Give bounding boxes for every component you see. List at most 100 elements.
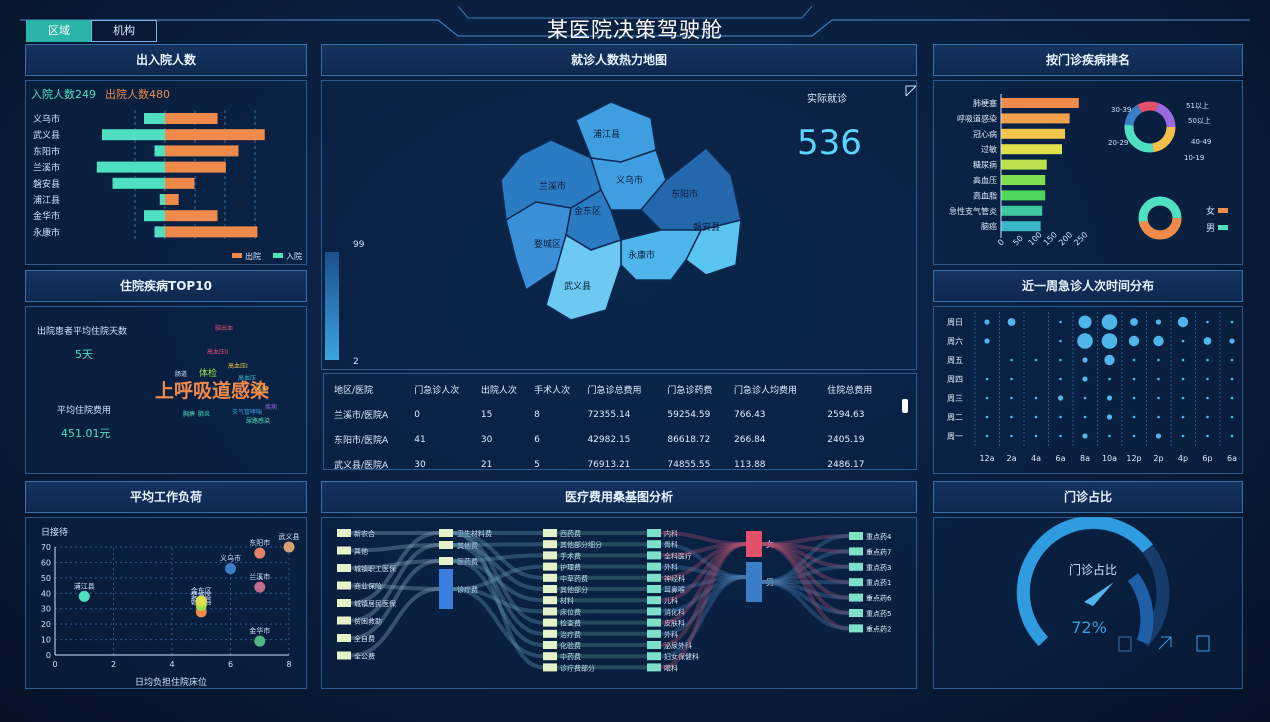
- sankey-node: [543, 573, 557, 582]
- sankey-flow: [452, 543, 544, 636]
- sankey-flow: [660, 575, 747, 659]
- sankey-label: 女: [766, 539, 774, 549]
- punch-dot: [1230, 320, 1234, 324]
- dept-bar: [1001, 144, 1062, 155]
- point-label: 婺城区: [191, 591, 212, 600]
- word-2: 体检: [199, 369, 218, 379]
- table-cell: 72355.14: [587, 409, 631, 420]
- workload-xlabel: 日均负担住院床位: [135, 676, 207, 688]
- bar-out: [165, 177, 195, 189]
- table-cell: 武义县/医院A: [334, 461, 389, 471]
- sankey-flow: [660, 542, 747, 625]
- sankey-node: [543, 607, 557, 616]
- punch-dot: [1078, 315, 1092, 329]
- x-tick: 4: [169, 660, 174, 669]
- bar-out: [165, 161, 226, 173]
- hour-label: 2p: [1153, 454, 1163, 463]
- sankey-label: 骨科: [664, 540, 678, 549]
- dept-label: 冠心病: [973, 129, 997, 139]
- sankey-label: 床位费: [560, 607, 581, 616]
- point-label: 兰溪市: [249, 572, 270, 581]
- save-icon[interactable]: [1118, 636, 1132, 652]
- word-3: 高血压II: [207, 349, 229, 356]
- sankey-node: [543, 629, 557, 638]
- punch-dot: [1034, 434, 1038, 438]
- legend-out-label: 出院: [245, 251, 261, 261]
- bar-out: [165, 226, 258, 238]
- table-scrollbar[interactable]: [902, 399, 908, 413]
- sankey-flow: [350, 543, 440, 623]
- table-row[interactable]: 武义县/医院A 30 21 5 76913.21 74855.55 113.88 2486.1…: [334, 452, 894, 477]
- avg-days-label: 出院患者平均住院天数: [37, 327, 128, 337]
- punch-dot: [984, 338, 990, 344]
- y-tick: 50: [41, 574, 51, 583]
- admission-chart: 入院人数249 出院人数480 义乌市武义县东阳市兰溪市磐安县浦江县金华市永康市…: [31, 87, 302, 261]
- category-label: 武义县: [33, 129, 60, 141]
- label-panan: 磐安县: [693, 221, 720, 233]
- expand-icon[interactable]: [905, 80, 917, 97]
- pdf-icon[interactable]: [1196, 635, 1210, 652]
- day-label: 周五: [947, 356, 963, 365]
- bar-out: [165, 145, 239, 157]
- table-header: 门急诊药费: [667, 385, 713, 396]
- table-row[interactable]: 兰溪市/医院A 0 15 8 72355.14 59254.59 766.43 2594.63: [334, 402, 894, 427]
- bar-out: [165, 210, 218, 222]
- dept-bar: [1001, 205, 1043, 216]
- sankey-label: 重点药6: [866, 594, 892, 603]
- punch-dot: [985, 434, 989, 438]
- legend-in-label: 入院: [286, 251, 302, 261]
- sankey-label: 治疗费: [560, 630, 581, 639]
- sankey-flow: [350, 531, 440, 605]
- punch-dot: [1128, 335, 1140, 347]
- dept-xtick: 150: [1042, 230, 1059, 247]
- scatter-point: [254, 547, 266, 559]
- punch-dot: [985, 396, 989, 400]
- sankey-label: 护理费: [560, 563, 581, 572]
- tab-region[interactable]: 区域: [26, 20, 92, 42]
- sankey-node: [746, 531, 762, 557]
- point-label: 浦江县: [74, 581, 95, 590]
- sankey-flow: [761, 534, 850, 584]
- punch-dot: [1206, 415, 1209, 419]
- sankey-node: [337, 634, 351, 642]
- sankey-flow: [761, 534, 850, 546]
- sankey-node: [849, 532, 863, 540]
- punch-dot: [1206, 358, 1209, 362]
- label-jindong: 金东区: [574, 205, 601, 217]
- sankey-node: [337, 546, 351, 555]
- word-4: 脑出血: [215, 325, 234, 332]
- sankey-label: 卫生材料费: [457, 529, 492, 538]
- x-tick: 6: [228, 660, 233, 669]
- day-label: 周二: [947, 413, 963, 422]
- tab-institution[interactable]: 机构: [91, 20, 157, 42]
- top10-body: 出院患者平均住院天数 5天 平均住院费用 451.01元 上呼吸道感染 体检 高…: [25, 306, 307, 474]
- top10-panel: [25, 306, 307, 474]
- sankey-node: [647, 562, 661, 571]
- sankey-flow: [761, 564, 850, 584]
- sankey-flow: [452, 564, 544, 591]
- hour-label: 12a: [979, 454, 994, 463]
- sankey-label: 其他部分细分: [560, 540, 602, 549]
- table-row[interactable]: 东阳市/医院A 41 30 6 42982.15 86618.72 266.84 2405.1…: [334, 427, 894, 452]
- sankey-node: [543, 596, 557, 605]
- table-header: 手术人次: [534, 385, 571, 396]
- table-header: 门急诊总费用: [587, 385, 642, 396]
- point-label: 金东区: [191, 586, 212, 595]
- table-cell: 2486.17: [827, 459, 865, 470]
- sankey-label: 材料: [560, 596, 574, 605]
- avg-cost-value: 451.01元: [61, 427, 111, 440]
- expand-icon[interactable]: [1158, 636, 1172, 650]
- ratio-header: 门诊占比: [933, 481, 1243, 513]
- word-10: 肺炎: [198, 411, 211, 418]
- sankey-flow: [660, 542, 747, 579]
- punch-dot: [1132, 358, 1136, 362]
- gauge-label: 门诊占比: [1069, 562, 1117, 577]
- bar-in: [96, 161, 165, 173]
- sankey-node: [849, 624, 863, 633]
- age-label-6: 10-19: [1184, 154, 1204, 162]
- category-label: 永康市: [33, 226, 60, 238]
- sankey-label: 城镇职工医保: [354, 564, 396, 573]
- sankey-label: 重点药5: [866, 609, 891, 618]
- dept-bar: [1001, 128, 1066, 139]
